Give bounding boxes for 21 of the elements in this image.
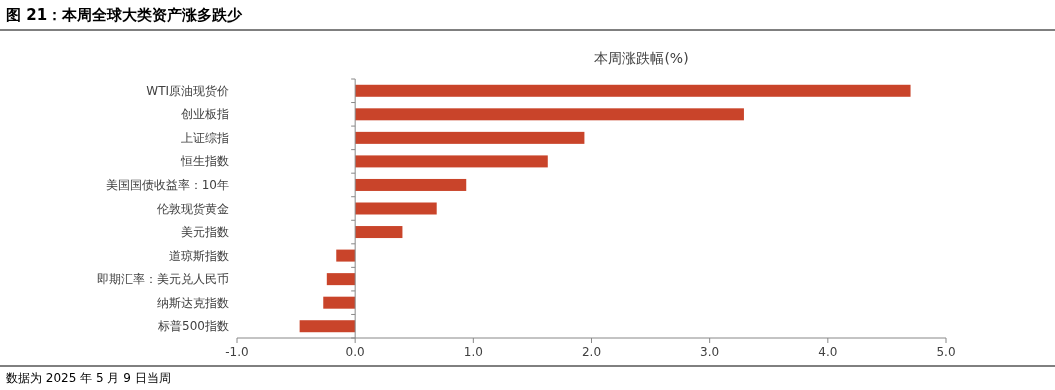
category: 即期汇率：美元兑人民币	[97, 272, 229, 287]
category: 纳斯达克指数	[157, 295, 229, 310]
xtick: 4.0	[818, 345, 838, 359]
xtick: 0.0	[345, 345, 365, 359]
category: 创业板指	[181, 107, 229, 122]
category: 美元指数	[181, 225, 229, 240]
note: 数据为 2025 年 5 月 9 日当周	[6, 371, 171, 385]
xtick: 1.0	[463, 345, 483, 359]
xtick: 3.0	[700, 345, 720, 359]
category: 道琼斯指数	[169, 248, 229, 263]
heading: 图 21：本周全球大类资产涨多跌少	[6, 6, 243, 24]
xtick: 2.0	[581, 345, 602, 359]
xtick: 5.0	[936, 345, 956, 359]
category: 伦敦现货黄金	[157, 201, 229, 216]
title: 本周涨跌幅(%)	[594, 50, 689, 66]
category: WTI原油现货价	[146, 83, 229, 98]
category: 上证综指	[181, 130, 229, 145]
category: 标普500指数	[158, 319, 229, 334]
category: 美国国债收益率：10年	[105, 177, 229, 192]
category: 恒生指数	[181, 154, 229, 169]
xtick: -1.0	[225, 345, 249, 359]
